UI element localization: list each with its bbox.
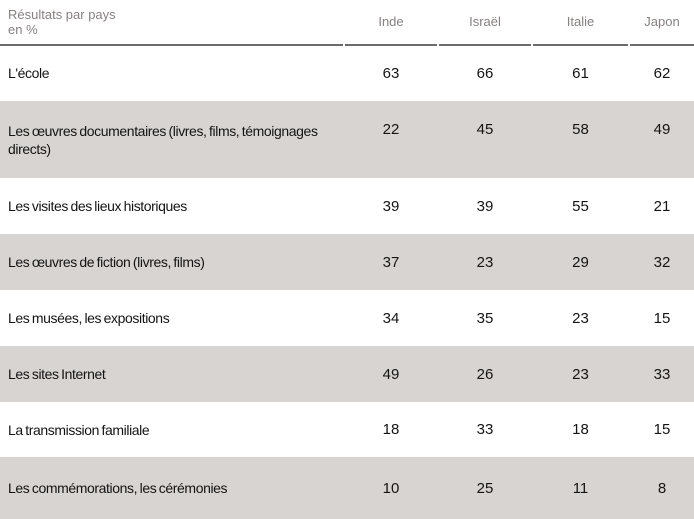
row-label: Les commémorations, les cérémonies [8,480,228,496]
value-cell: 58 [572,121,589,138]
value-cell: 66 [476,64,494,82]
column-header-italie: Italie [533,0,628,46]
value-cell: 49 [382,365,400,383]
value-cell: 18 [572,421,589,438]
value-cell: 33 [653,365,671,383]
row-label: Les musées, les expositions [8,310,170,326]
table-title: Résultats par pays en % [0,0,343,46]
value-cell: 63 [382,64,400,82]
value-cell: 21 [653,197,671,215]
table-title-line1: Résultats par pays [8,6,116,22]
value-cell: 18 [382,421,400,438]
row-label: Les sites Internet [8,366,106,382]
table-row: Les visites des lieux historiques 39 39 … [0,178,694,234]
value-cell: 34 [382,309,400,327]
table-row: L'école 63 66 61 62 [0,45,694,101]
table-title-line2: en % [8,21,38,37]
value-cell: 39 [476,197,494,215]
value-cell: 15 [653,309,671,327]
value-cell: 62 [653,64,671,82]
value-cell: 23 [476,253,494,271]
value-cell: 49 [653,121,671,138]
value-cell: 11 [572,479,589,497]
column-header-inde: Inde [345,0,437,46]
value-cell: 61 [572,64,589,82]
row-label: L'école [8,65,50,81]
value-cell: 8 [657,479,667,497]
value-cell: 29 [572,253,589,271]
value-cell: 35 [476,309,494,327]
table-row: Les sites Internet 49 26 23 33 [0,346,694,402]
value-cell: 23 [572,309,589,327]
table-row: Les commémorations, les cérémonies 10 25… [0,457,694,519]
value-cell: 32 [653,253,671,271]
value-cell: 37 [382,253,400,271]
value-cell: 26 [476,365,494,383]
table-row: Les musées, les expositions 34 35 23 15 [0,290,694,346]
table-row: Les œuvres de fiction (livres, films) 37… [0,234,694,290]
value-cell: 55 [572,197,589,215]
value-cell: 23 [572,365,589,383]
row-label: Les œuvres de fiction (livres, films) [8,254,205,270]
value-cell: 22 [382,121,400,138]
value-cell: 45 [476,121,494,138]
table-header-row: Résultats par pays en % Inde Israël Ital… [0,0,694,46]
value-cell: 39 [382,197,400,215]
row-label: Les œuvres documentaires (livres, films,… [8,122,318,157]
table-row: La transmission familiale 18 33 18 15 [0,402,694,457]
table-row: Les œuvres documentaires (livres, films,… [0,101,694,178]
value-cell: 10 [382,479,400,497]
value-cell: 15 [653,421,671,438]
row-label: La transmission familiale [8,421,150,438]
column-header-israel: Israël [439,0,531,46]
row-label: Les visites des lieux historiques [8,198,187,214]
value-cell: 25 [476,479,494,497]
column-header-japon: Japon [630,0,694,46]
value-cell: 33 [476,421,494,438]
